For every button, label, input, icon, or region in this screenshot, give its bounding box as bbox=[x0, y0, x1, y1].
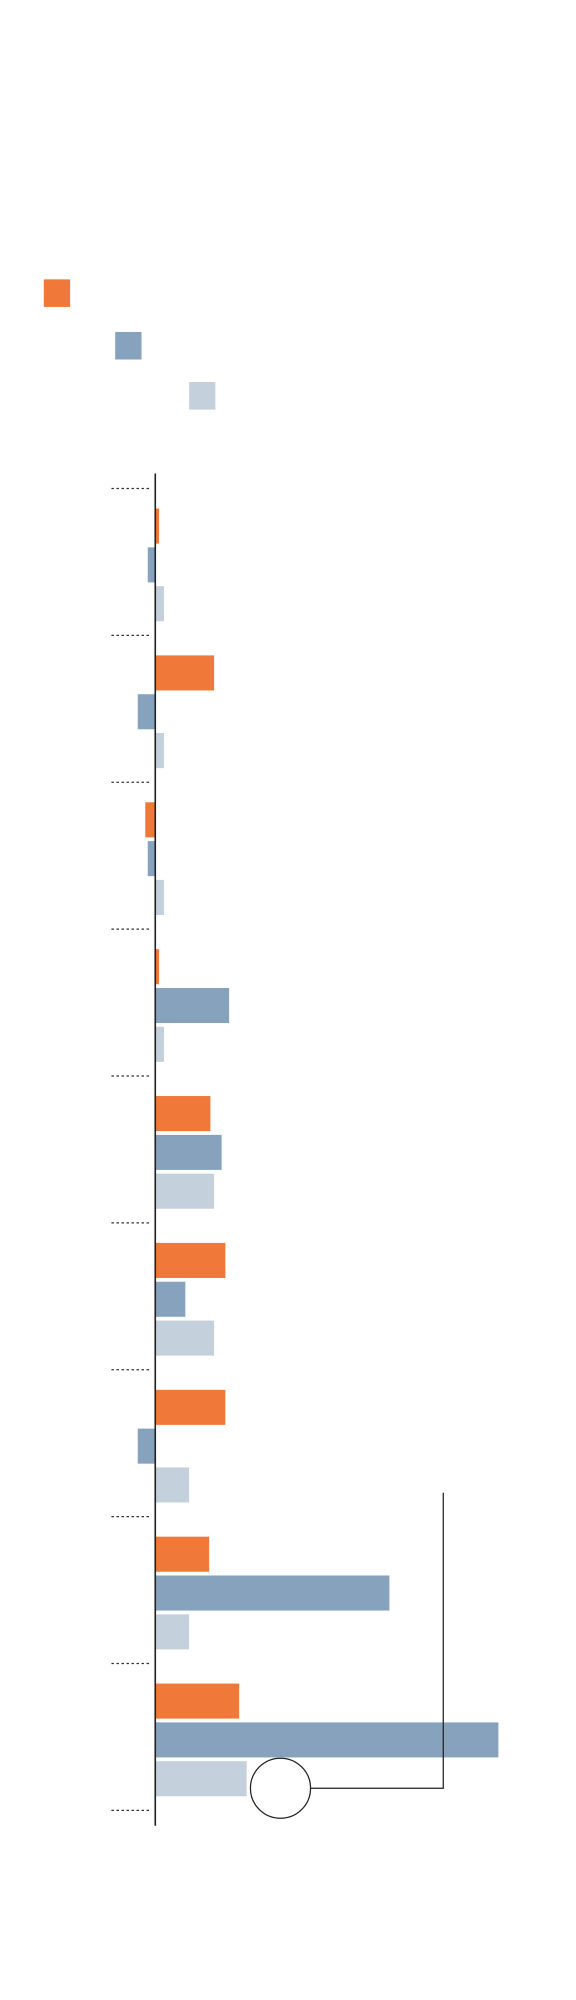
legend-swatch bbox=[43, 279, 71, 307]
bar bbox=[147, 841, 156, 877]
bar bbox=[155, 1026, 165, 1062]
group-separators bbox=[111, 487, 152, 1812]
bar bbox=[147, 547, 156, 583]
legend-swatch bbox=[189, 382, 216, 410]
annotation-connector bbox=[310, 1492, 444, 1789]
bar bbox=[155, 1320, 215, 1356]
bar bbox=[155, 1614, 190, 1650]
legend-swatch bbox=[115, 331, 142, 360]
bar bbox=[155, 586, 165, 622]
bars bbox=[137, 508, 499, 1797]
bar bbox=[155, 1173, 215, 1209]
bar bbox=[155, 1467, 190, 1503]
bar bbox=[137, 1428, 156, 1464]
annotation bbox=[249, 1492, 444, 1819]
bar bbox=[155, 1134, 222, 1170]
bar bbox=[155, 1536, 210, 1572]
bar bbox=[155, 949, 160, 985]
bar bbox=[155, 1096, 211, 1132]
bar bbox=[155, 1683, 240, 1719]
bar bbox=[155, 508, 160, 544]
bar bbox=[155, 1722, 499, 1758]
legend bbox=[43, 279, 216, 410]
bar bbox=[145, 802, 156, 838]
bar bbox=[155, 733, 165, 769]
annotation-circle bbox=[249, 1757, 312, 1819]
bar bbox=[155, 1281, 186, 1317]
bar bbox=[155, 1389, 226, 1425]
bar bbox=[155, 879, 165, 915]
bar bbox=[155, 1242, 226, 1278]
bar bbox=[155, 1575, 390, 1611]
bar bbox=[137, 694, 156, 730]
bar bbox=[155, 1761, 247, 1797]
bar bbox=[155, 655, 215, 691]
bar bbox=[155, 987, 230, 1024]
